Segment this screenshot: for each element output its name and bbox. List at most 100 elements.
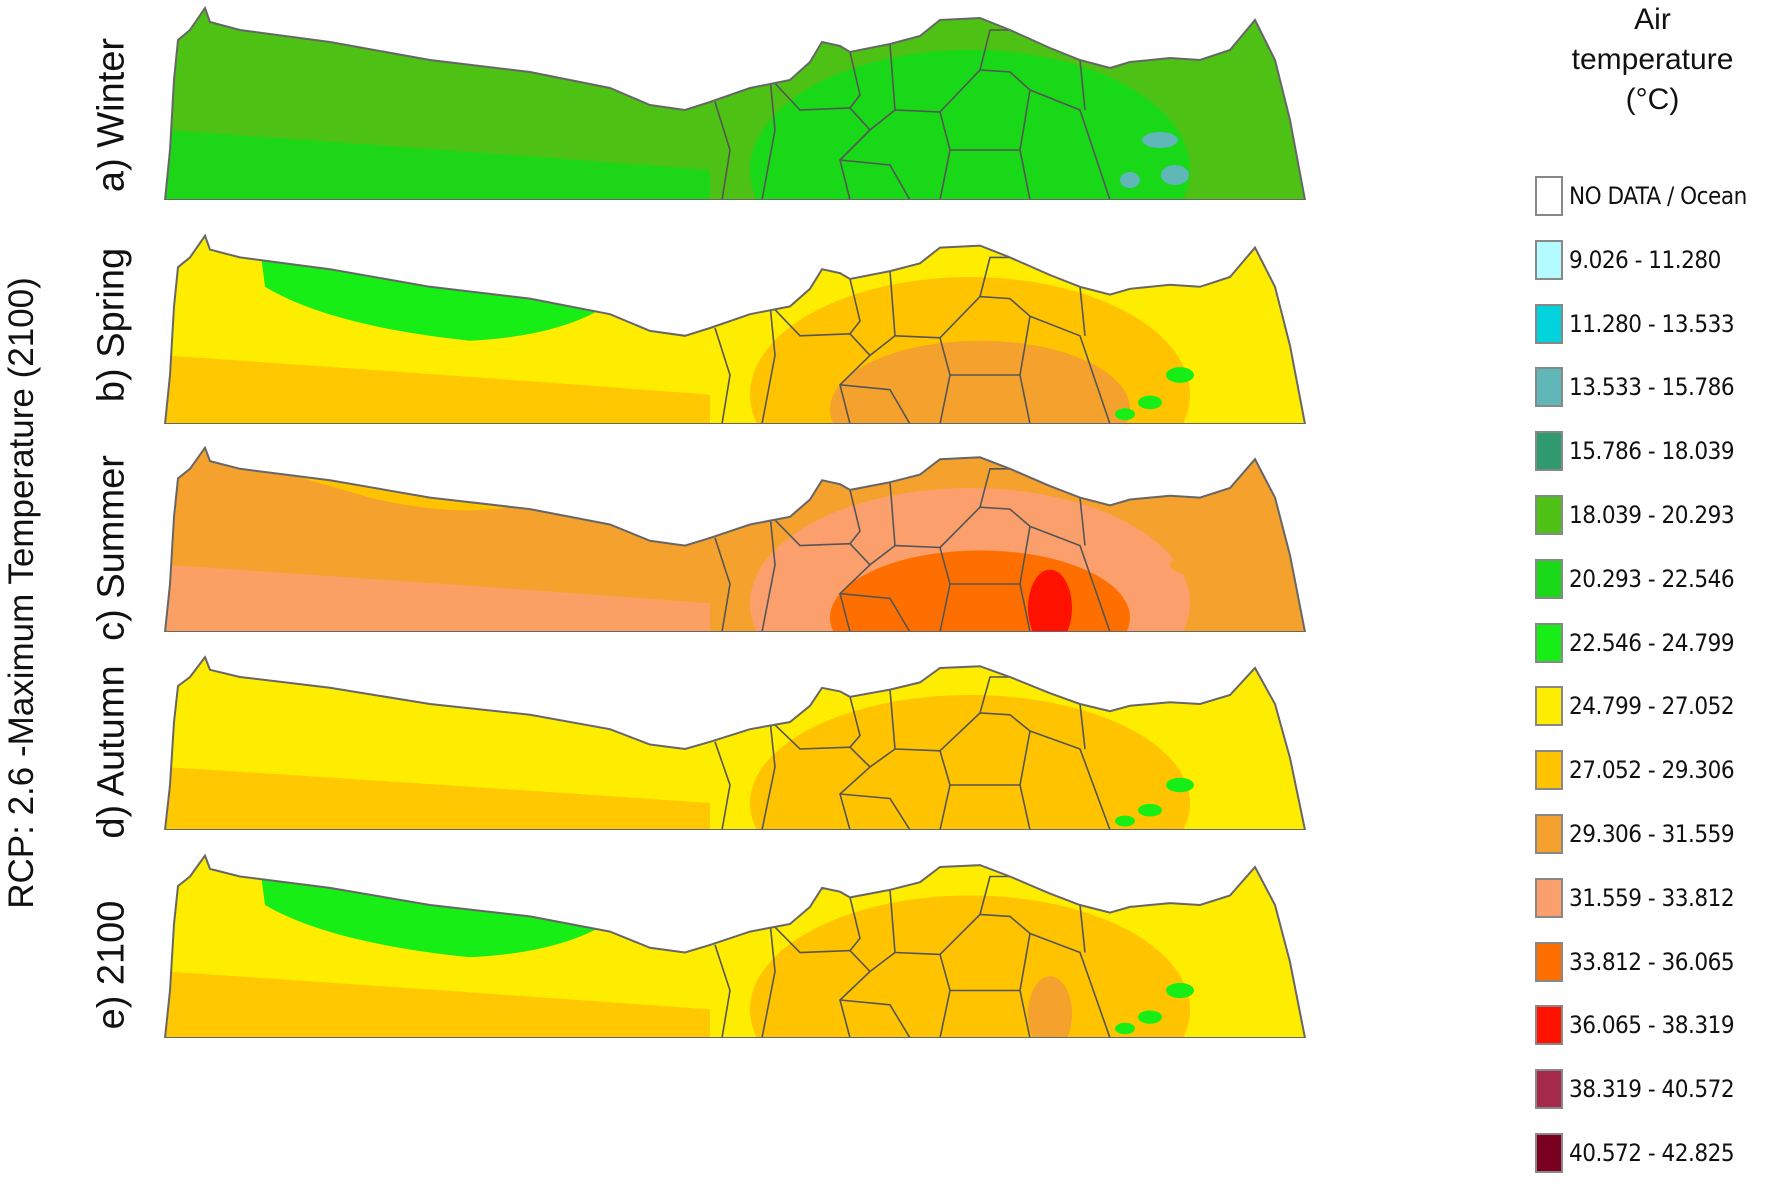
- governorate-boundary: [939, 913, 1031, 955]
- legend-swatch: [1535, 1133, 1563, 1173]
- legend-label: 11.280 - 13.533: [1569, 309, 1735, 338]
- legend-item: 24.799 - 27.052: [1535, 686, 1735, 727]
- panel-label-autumn: d) Autumn: [90, 665, 133, 839]
- panel-label-spring: b) Spring: [90, 247, 133, 403]
- governorate-boundary: [761, 77, 776, 200]
- coastline: [163, 5, 1307, 200]
- governorate-boundary: [714, 537, 731, 632]
- temperature-patch: [1161, 165, 1189, 185]
- governorate-boundary: [849, 278, 861, 335]
- legend-swatch: [1535, 303, 1563, 344]
- temperature-patch: [1115, 1022, 1135, 1035]
- legend-label: 40.572 - 42.825: [1569, 1139, 1735, 1167]
- legend-title: Air temperature (°C): [1535, 0, 1770, 120]
- legend-swatch: [1535, 877, 1563, 918]
- governorate-boundary: [1079, 59, 1086, 111]
- governorate-boundary: [1029, 932, 1111, 1038]
- temperature-patch: [1138, 1010, 1162, 1024]
- governorate-boundary: [714, 101, 731, 200]
- legend-item: 18.039 - 20.293: [1535, 495, 1735, 535]
- temperature-zone-southwest: [165, 355, 710, 424]
- map-panel-winter: [163, 5, 1307, 200]
- temperature-patch: [1120, 172, 1140, 188]
- coastline: [163, 655, 1307, 830]
- governorate-boundary: [1079, 904, 1086, 953]
- legend-item: 20.293 - 22.546: [1535, 558, 1735, 599]
- governorate-boundary: [839, 592, 911, 632]
- governorate-boundary: [894, 109, 951, 200]
- legend-item: 13.533 - 15.786: [1535, 367, 1735, 408]
- temperature-patch: [1115, 815, 1135, 827]
- panel-label-winter: a) Winter: [90, 37, 133, 193]
- legend-swatch: [1535, 176, 1563, 216]
- governorate-boundary: [769, 303, 872, 424]
- governorate-boundary: [979, 256, 1010, 297]
- legend-label: 31.559 - 33.812: [1569, 883, 1735, 912]
- governorate-boundary: [869, 482, 896, 566]
- governorate-boundary: [761, 922, 776, 1038]
- governorate-boundary: [869, 271, 896, 357]
- governorate-boundary: [769, 77, 872, 200]
- legend-swatch: [1535, 814, 1563, 854]
- legend-label: 33.812 - 36.065: [1569, 947, 1735, 976]
- governorate-boundary: [1029, 525, 1111, 632]
- legend-label: 18.039 - 20.293: [1569, 501, 1735, 529]
- governorate-boundary: [839, 793, 911, 830]
- legend-title-line: Air: [1634, 3, 1671, 36]
- governorate-boundary: [894, 951, 951, 1038]
- legend-item: 22.546 - 24.799: [1535, 622, 1735, 663]
- coastline: [163, 853, 1307, 1038]
- governorate-boundary: [939, 712, 1031, 752]
- map-panel-annual: [163, 853, 1307, 1038]
- governorate-boundary: [839, 159, 911, 200]
- legend-swatch: [1535, 622, 1563, 663]
- legend-item: 40.572 - 42.825: [1535, 1133, 1735, 1173]
- legend-title-line: temperature: [1571, 43, 1734, 76]
- legend-item: 29.306 - 31.559: [1535, 814, 1735, 854]
- figure-vertical-title: RCP: 2.6 -Maximum Temperature (2100): [2, 277, 41, 909]
- legend-item: 27.052 - 29.306: [1535, 750, 1735, 791]
- legend-swatch: [1535, 558, 1563, 599]
- temperature-zone-core: [830, 115, 1130, 200]
- governorate-boundary: [1079, 703, 1086, 750]
- legend-item: 33.812 - 36.065: [1535, 941, 1735, 982]
- legend-swatch: [1535, 495, 1563, 535]
- temperature-patch: [1138, 803, 1162, 817]
- legend-item: 38.319 - 40.572: [1535, 1069, 1735, 1110]
- temperature-patch: [1166, 367, 1194, 383]
- temperature-zone-southwest: [165, 971, 710, 1038]
- legend-item: 36.065 - 38.319: [1535, 1005, 1735, 1046]
- governorate-boundary: [849, 897, 861, 952]
- governorate-boundary: [849, 51, 861, 109]
- panel-label-annual: e) 2100: [90, 900, 133, 1030]
- temperature-zone-southwest: [165, 564, 710, 632]
- legend-item: NO DATA / Ocean: [1535, 176, 1747, 216]
- governorate-boundary: [769, 514, 872, 632]
- governorate-boundary: [1079, 286, 1086, 336]
- governorate-boundary: [939, 69, 1031, 113]
- governorate-boundary: [894, 544, 951, 632]
- legend-swatch: [1535, 686, 1563, 727]
- legend-label: NO DATA / Ocean: [1569, 182, 1747, 210]
- legend-label: 24.799 - 27.052: [1569, 692, 1735, 721]
- legend-label: 22.546 - 24.799: [1569, 628, 1735, 657]
- governorate-boundary: [1029, 730, 1111, 830]
- governorate-boundary: [761, 720, 776, 830]
- legend-item: 11.280 - 13.533: [1535, 303, 1735, 344]
- temperature-patch: [1115, 408, 1135, 421]
- coastline: [163, 233, 1307, 424]
- legend-label: 9.026 - 11.280: [1569, 245, 1721, 274]
- governorate-boundary: [939, 295, 1031, 339]
- governorate-boundary: [979, 875, 1010, 915]
- map-panel-autumn: [163, 655, 1307, 830]
- temperature-zone-southwest: [165, 130, 710, 200]
- legend-label: 15.786 - 18.039: [1569, 437, 1735, 466]
- legend-item: 15.786 - 18.039: [1535, 431, 1735, 472]
- governorate-boundary: [714, 741, 731, 830]
- legend-swatch: [1535, 941, 1563, 982]
- governorate-boundary: [894, 748, 951, 830]
- panel-label-summer: c) Summer: [90, 455, 133, 641]
- legend-swatch: [1535, 367, 1563, 408]
- legend-label: 20.293 - 22.546: [1569, 564, 1735, 593]
- governorate-boundary: [839, 999, 911, 1038]
